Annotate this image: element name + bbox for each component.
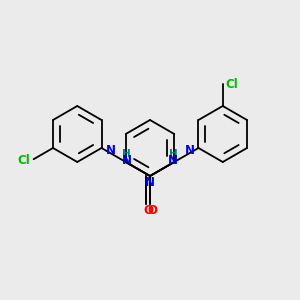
Text: N: N	[106, 143, 116, 157]
Text: O: O	[147, 203, 157, 217]
Text: Cl: Cl	[226, 78, 238, 91]
Text: O: O	[143, 203, 153, 217]
Text: H: H	[169, 149, 178, 159]
Text: H: H	[122, 149, 131, 159]
Text: N: N	[122, 154, 132, 167]
Text: N: N	[184, 143, 194, 157]
Text: N: N	[145, 176, 155, 190]
Text: N: N	[168, 154, 178, 167]
Text: Cl: Cl	[18, 154, 31, 167]
